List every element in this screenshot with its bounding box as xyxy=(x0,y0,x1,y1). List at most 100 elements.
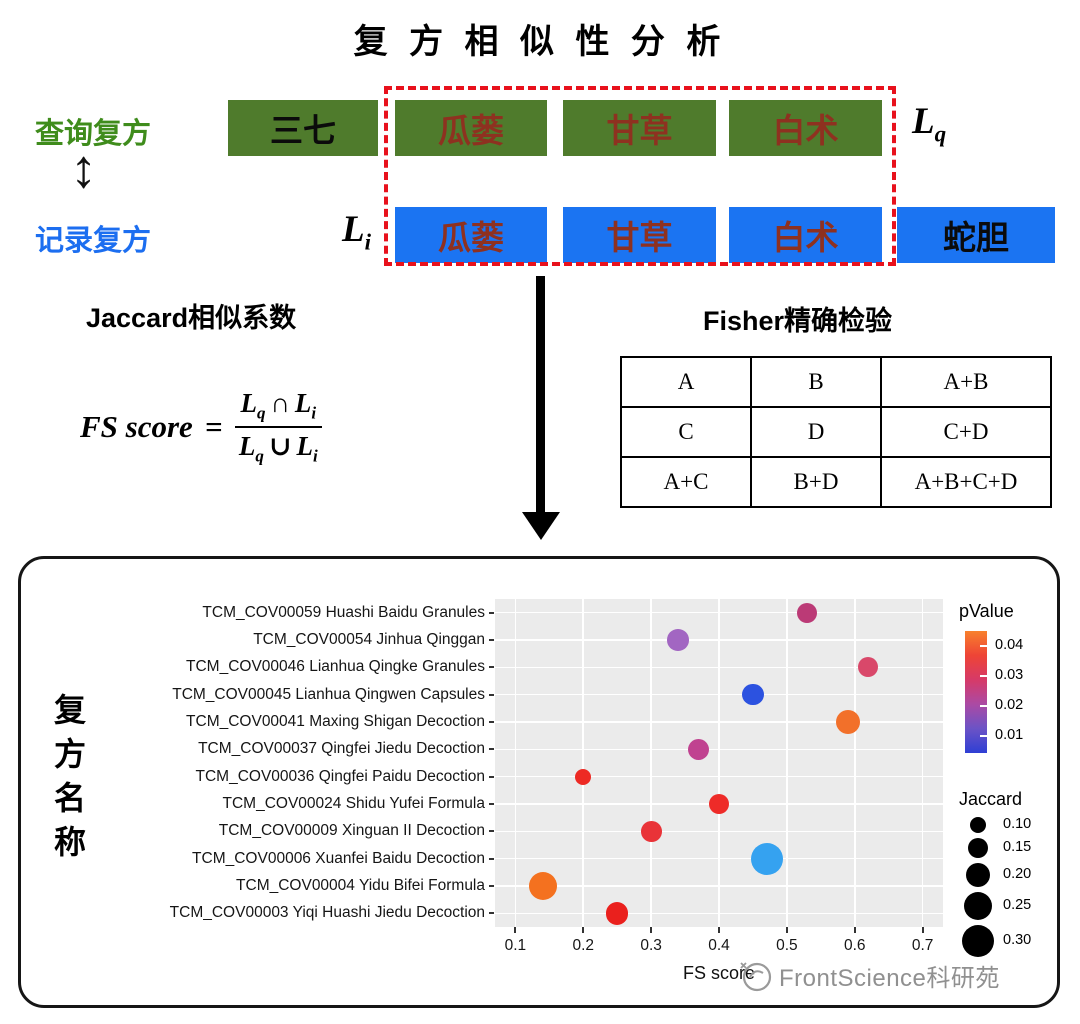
y-tick-mark xyxy=(489,775,494,778)
pvalue-tick-mark xyxy=(980,645,987,647)
ingredient-box-record-baizhu: 白术 xyxy=(729,207,882,263)
pvalue-tick-label: 0.04 xyxy=(995,637,1024,653)
li-set-label: Li xyxy=(342,208,371,255)
intersection-operator: ∩ xyxy=(270,388,290,418)
x-tick-mark xyxy=(921,927,924,933)
fisher-cell-total: A+B+C+D xyxy=(880,456,1052,508)
formula-denominator: Lq ∪ Li xyxy=(239,428,318,466)
y-tick-mark xyxy=(489,611,494,614)
data-point xyxy=(605,902,629,925)
lq-subscript: q xyxy=(934,121,947,147)
jaccard-legend-label: 0.10 xyxy=(1003,816,1032,832)
pvalue-tick-label: 0.03 xyxy=(995,667,1024,683)
x-tick-mark xyxy=(718,927,720,933)
x-tick-label: 0.4 xyxy=(708,937,730,954)
y-axis-label: TCM_COV00059 Huashi Baidu Granules xyxy=(202,603,485,621)
gridline-vertical xyxy=(854,599,856,927)
x-tick-label: 0.5 xyxy=(776,937,798,954)
gridline-vertical xyxy=(514,599,517,927)
jaccard-legend-label: 0.15 xyxy=(1003,839,1032,855)
y-tick-mark xyxy=(489,748,494,751)
y-tick-mark xyxy=(489,721,494,723)
y-axis-label: TCM_COV00004 Yidu Bifei Formula xyxy=(236,877,485,894)
y-axis-label: TCM_COV00054 Jinhua Qinggan xyxy=(253,631,485,648)
num-b-sub: i xyxy=(311,403,317,423)
formula-lhs: FS score xyxy=(80,408,193,444)
gridline-horizontal xyxy=(495,885,943,887)
y-tick-mark xyxy=(489,885,494,887)
fs-score-formula: FS score = Lq ∩ Li Lq ∪ Li xyxy=(80,388,323,466)
results-panel: 复方名称 FS score pValue Jaccard FrontScienc… xyxy=(18,556,1060,1008)
y-axis-label: TCM_COV00041 Maxing Shigan Decoction xyxy=(186,713,485,730)
data-point xyxy=(640,820,662,842)
jaccard-legend-circle xyxy=(962,925,994,957)
ingredient-box-query-gualou: 瓜蒌 xyxy=(395,100,547,156)
jaccard-legend-title: Jaccard xyxy=(959,789,1023,809)
down-arrow-head-icon xyxy=(522,512,560,540)
ingredient-box-query-gancao: 甘草 xyxy=(563,100,716,156)
jaccard-legend-circle xyxy=(966,863,990,887)
pvalue-tick-mark xyxy=(980,675,987,677)
watermark: FrontScience科研苑 xyxy=(735,955,1000,995)
y-axis-label: TCM_COV00024 Shidu Yufei Formula xyxy=(222,795,486,812)
fisher-row: C D C+D xyxy=(620,406,1052,458)
ingredient-box-query-baizhu: 白术 xyxy=(729,100,882,156)
ingredient-box-record-shedan: 蛇胆 xyxy=(897,207,1055,263)
x-tick-mark xyxy=(650,927,653,933)
gridline-horizontal xyxy=(495,857,943,860)
data-point xyxy=(750,842,783,875)
fisher-cell-c: C xyxy=(620,406,752,458)
gridline-horizontal xyxy=(495,611,943,614)
jaccard-section-title: Jaccard相似系数 xyxy=(86,303,297,333)
fisher-cell-a: A xyxy=(620,356,752,408)
pvalue-tick-mark xyxy=(980,735,987,737)
watermark-text: FrontScience科研苑 xyxy=(779,964,1000,992)
updown-arrow-icon: ↕ xyxy=(70,139,97,199)
num-a: L xyxy=(240,388,258,418)
x-tick-label: 0.7 xyxy=(911,937,934,954)
formula-fraction: Lq ∩ Li Lq ∪ Li xyxy=(234,388,323,466)
fisher-row: A B A+B xyxy=(620,356,1052,408)
data-point xyxy=(858,657,879,678)
gridline-vertical xyxy=(718,599,720,927)
pvalue-legend-title: pValue xyxy=(959,601,1014,621)
x-tick-label: 0.6 xyxy=(843,937,866,954)
ingredient-box-query-sanqi: 三七 xyxy=(228,100,378,156)
li-base: L xyxy=(342,209,365,250)
jaccard-legend-label: 0.20 xyxy=(1003,866,1032,882)
formula-equals: = xyxy=(204,408,223,444)
y-tick-mark xyxy=(489,803,494,805)
pvalue-colorbar xyxy=(965,631,987,753)
fisher-cell-cd: C+D xyxy=(880,406,1052,458)
data-point xyxy=(575,768,592,785)
lq-set-label: Lq xyxy=(912,100,946,147)
pvalue-tick-label: 0.02 xyxy=(995,697,1024,713)
x-tick-mark xyxy=(785,927,788,933)
fisher-cell-bd: B+D xyxy=(750,456,882,508)
y-tick-mark xyxy=(489,912,494,915)
ingredient-box-record-gancao: 甘草 xyxy=(563,207,716,263)
y-axis-label: TCM_COV00036 Qingfei Paidu Decoction xyxy=(195,767,485,785)
down-arrow-icon xyxy=(536,276,545,514)
lq-base: L xyxy=(912,101,935,142)
data-point xyxy=(667,629,690,651)
jaccard-legend-circle xyxy=(970,817,986,833)
formula-numerator: Lq ∩ Li xyxy=(234,388,323,428)
x-tick-mark xyxy=(582,927,585,933)
gridline-horizontal xyxy=(495,721,943,723)
data-point xyxy=(687,738,710,761)
fisher-cell-ac: A+C xyxy=(620,456,752,508)
fisher-section-title: Fisher精确检验 xyxy=(703,306,893,336)
y-axis-title: 复方名称 xyxy=(50,693,86,869)
y-tick-mark xyxy=(489,666,494,669)
jaccard-legend-label: 0.30 xyxy=(1003,932,1032,948)
y-axis-label: TCM_COV00006 Xuanfei Baidu Decoction xyxy=(192,849,485,867)
union-operator: ∪ xyxy=(268,430,292,461)
den-a-sub: q xyxy=(255,446,264,466)
ingredient-box-record-gualou: 瓜蒌 xyxy=(395,207,547,263)
jaccard-legend-label: 0.25 xyxy=(1003,897,1032,913)
y-axis-label: TCM_COV00003 Yiqi Huashi Jiedu Decoction xyxy=(169,904,485,922)
plot-area xyxy=(495,599,943,927)
gridline-horizontal xyxy=(495,748,943,751)
